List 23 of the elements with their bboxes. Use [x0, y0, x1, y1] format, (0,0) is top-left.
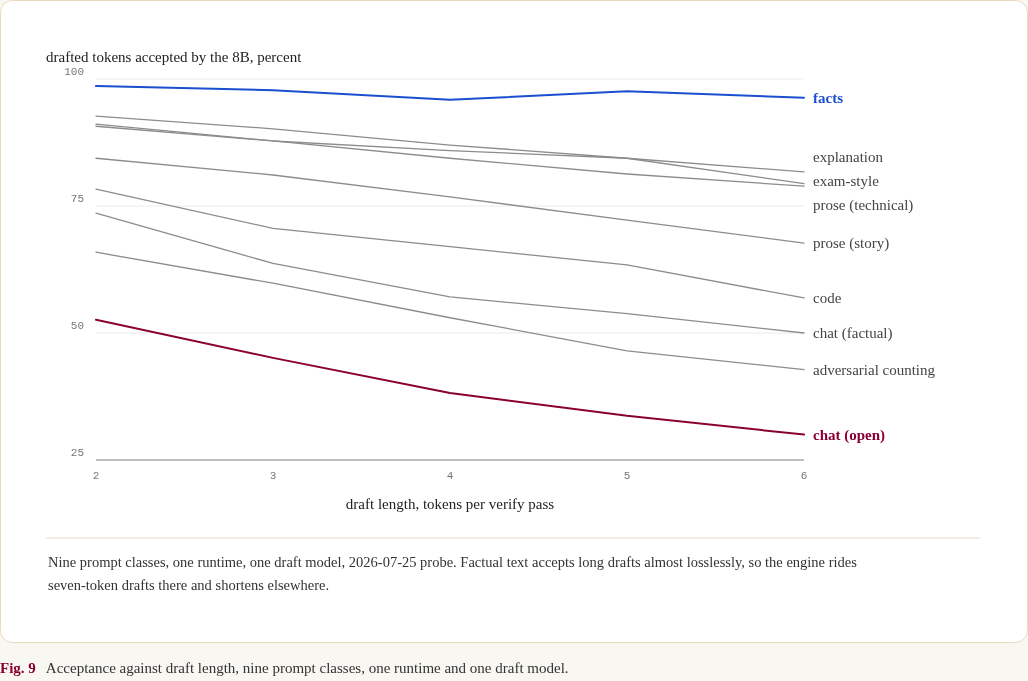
series-label: facts: [813, 89, 844, 106]
x-axis-title: draft length, tokens per verify pass: [345, 496, 555, 512]
series-label: prose (technical): [813, 196, 914, 214]
series-label: chat (factual): [813, 325, 893, 342]
series-label: code: [813, 289, 842, 306]
y-tick-label: 50: [70, 320, 84, 332]
x-tick-label: 2: [92, 470, 100, 482]
series-label: chat (open): [813, 426, 886, 444]
caption: Fig. 9: [0, 660, 36, 676]
y-tick-label: 100: [64, 66, 84, 78]
text: Nine prompt classes, one runtime, one draft model, 2026-07-25 probe. Factual text accepts long drafts almost losslessly, so the engine rides seven-token drafts there and shortens elsewhere.: [48, 554, 858, 593]
series-label: exam-style: [813, 172, 880, 189]
x-tick-label: 6: [800, 470, 808, 482]
series-label: explanation: [813, 148, 884, 165]
y-tick-label: 75: [70, 193, 84, 205]
x-tick-label: 3: [269, 470, 277, 482]
x-tick-label: 5: [623, 470, 631, 482]
series-label: prose (story): [813, 235, 890, 253]
text: Acceptance against draft length, nine prompt classes, one runtime and one draft model.: [45, 660, 569, 676]
y-tick-label: 25: [70, 447, 84, 459]
x-tick-label: 4: [446, 470, 454, 482]
y-axis-title: drafted tokens accepted by the 8B, percent: [46, 49, 303, 65]
series-label: adversarial counting: [813, 361, 936, 378]
